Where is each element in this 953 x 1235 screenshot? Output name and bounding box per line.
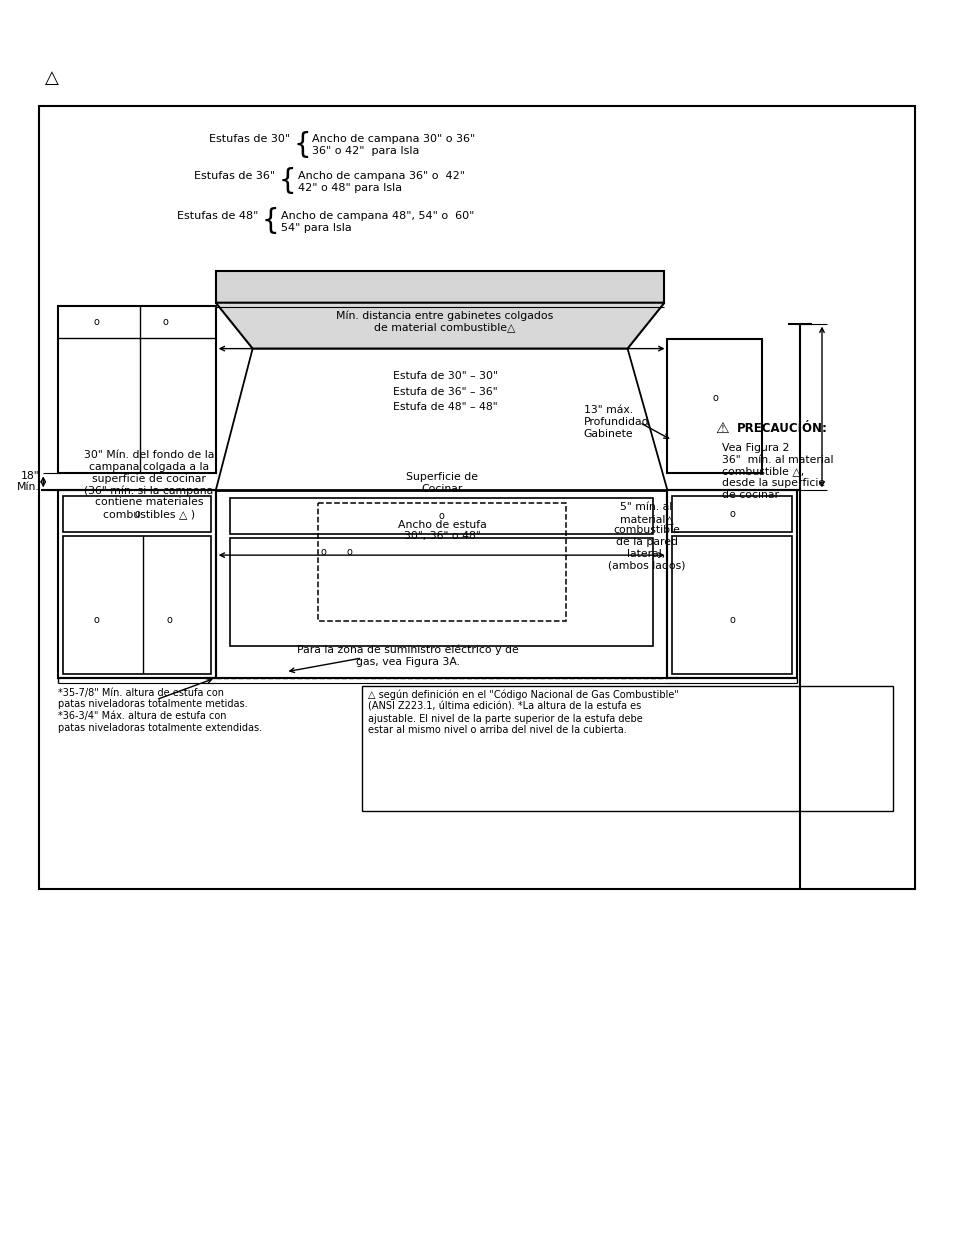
- Text: o: o: [93, 615, 99, 625]
- Text: Estufa de 48" – 48": Estufa de 48" – 48": [393, 403, 497, 412]
- Bar: [672, 536, 791, 674]
- Bar: [215, 270, 663, 303]
- Text: o: o: [346, 547, 352, 557]
- Bar: [230, 498, 653, 535]
- Bar: [39, 106, 914, 889]
- Text: o: o: [167, 615, 172, 625]
- Text: o: o: [134, 509, 140, 519]
- Bar: [63, 496, 211, 532]
- Text: Superficie de
Cocinar: Superficie de Cocinar: [406, 472, 477, 494]
- Bar: [230, 538, 653, 646]
- Text: ⚠: ⚠: [715, 421, 728, 436]
- Text: Ancho de campana 48", 54" o  60"
54" para Isla: Ancho de campana 48", 54" o 60" 54" para…: [280, 211, 474, 232]
- Text: Mín. distancia entre gabinetes colgados
de material combustible△: Mín. distancia entre gabinetes colgados …: [336, 310, 553, 332]
- Text: Estufas de 36": Estufas de 36": [194, 170, 275, 182]
- Bar: [63, 536, 211, 674]
- Bar: [667, 490, 796, 678]
- Text: o: o: [712, 394, 718, 404]
- Text: Ancho de campana 36" o  42"
42" o 48" para Isla: Ancho de campana 36" o 42" 42" o 48" par…: [297, 170, 464, 193]
- Bar: [58, 490, 215, 678]
- Text: 18"
Mín.: 18" Mín.: [16, 471, 39, 492]
- Text: △ según definición en el "Código Nacional de Gas Combustible"
(ANSI Z223.1, últi: △ según definición en el "Código Naciona…: [368, 690, 679, 735]
- Polygon shape: [215, 303, 663, 348]
- Text: 30" Mín. del fondo de la
campana colgada a la
superficie de cocinar
(36" mín. si: 30" Mín. del fondo de la campana colgada…: [84, 451, 213, 519]
- Text: {: {: [278, 167, 295, 195]
- Bar: [58, 306, 215, 473]
- Text: o: o: [320, 547, 326, 557]
- Text: Ancho de campana 30" o 36"
36" o 42"  para Isla: Ancho de campana 30" o 36" 36" o 42" par…: [313, 135, 476, 156]
- Text: Estufa de 30" – 30": Estufa de 30" – 30": [393, 370, 497, 380]
- Text: 13" máx.
Profundidad
Gabinete: 13" máx. Profundidad Gabinete: [583, 405, 649, 438]
- Bar: [672, 496, 791, 532]
- Text: Estufas de 48": Estufas de 48": [177, 211, 258, 221]
- Text: {: {: [294, 131, 311, 159]
- Text: Estufas de 30": Estufas de 30": [210, 135, 291, 144]
- Text: 5" mín. al
material△
combustible
de la pared
lateral,
(ambos lados): 5" mín. al material△ combustible de la p…: [607, 503, 684, 571]
- Text: o: o: [728, 509, 735, 519]
- Text: Estufa de 36" – 36": Estufa de 36" – 36": [393, 387, 497, 396]
- Text: o: o: [163, 316, 169, 327]
- Text: o: o: [437, 511, 443, 521]
- Text: {: {: [261, 207, 279, 235]
- Text: Para la zona de suministro eléctrico y de
gas, vea Figura 3A.: Para la zona de suministro eléctrico y d…: [297, 645, 518, 667]
- Bar: [667, 338, 761, 473]
- Bar: [318, 503, 565, 621]
- Text: Ancho de estufa
30", 36" o 48": Ancho de estufa 30", 36" o 48": [397, 520, 486, 541]
- Text: o: o: [728, 615, 735, 625]
- Text: *35-7/8" Mín. altura de estufa con
patas niveladoras totalmente metidas.
*36-3/4: *35-7/8" Mín. altura de estufa con patas…: [58, 688, 262, 732]
- Text: Vea Figura 2
36"  mín. al material
combustible △,
desde la superficie
de cocinar: Vea Figura 2 36" mín. al material combus…: [721, 443, 833, 500]
- Text: o: o: [93, 316, 99, 327]
- Text: PRECAUCIÓN:: PRECAUCIÓN:: [737, 422, 827, 435]
- Bar: [362, 685, 892, 810]
- Text: △: △: [45, 69, 59, 88]
